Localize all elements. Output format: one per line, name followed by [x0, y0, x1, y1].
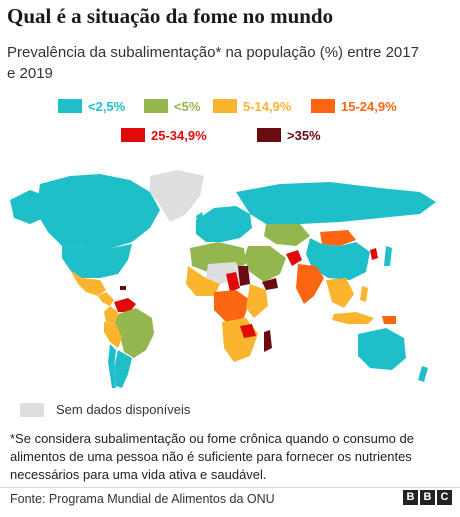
legend-swatch: [58, 99, 82, 113]
bbc-logo: B B C: [403, 490, 452, 505]
legend-item-gt-35: >35%: [257, 127, 321, 143]
region-afghanistan: [286, 250, 302, 266]
region-peru-bolivia: [104, 322, 122, 348]
legend-label: <5%: [174, 98, 201, 114]
region-venezuela: [114, 298, 136, 312]
region-central-america: [98, 292, 114, 306]
region-europe: [196, 206, 252, 242]
region-australia: [358, 328, 406, 370]
region-southeast-asia: [326, 278, 354, 308]
world-map: [10, 170, 436, 388]
region-png: [382, 316, 396, 324]
region-indonesia: [332, 312, 374, 324]
region-central-asia: [264, 224, 310, 246]
no-data-swatch: [20, 402, 44, 417]
region-brazil: [114, 308, 154, 358]
legend-swatch: [144, 99, 168, 113]
region-sudan: [238, 266, 250, 286]
legend-label: <2,5%: [88, 98, 126, 114]
region-east-africa: [246, 284, 268, 318]
bbc-logo-letter: B: [403, 490, 418, 505]
region-usa: [62, 244, 132, 278]
region-argentina: [114, 350, 132, 388]
region-north-korea: [370, 248, 378, 260]
region-haiti: [120, 286, 126, 290]
legend-item-15-24-9: 15-24,9%: [311, 98, 397, 114]
legend-item-25-34-9: 25-34,9%: [121, 127, 207, 143]
bbc-logo-letter: C: [437, 490, 452, 505]
region-chad: [226, 272, 240, 292]
region-china: [306, 238, 370, 280]
legend-label: >35%: [287, 127, 321, 143]
source-divider: [0, 487, 460, 488]
legend-label: 25-34,9%: [151, 127, 207, 143]
region-philippines: [360, 286, 368, 302]
page-subtitle: Prevalência da subalimentação* na popula…: [7, 44, 419, 82]
region-west-africa: [186, 266, 220, 296]
region-middle-east: [244, 246, 286, 282]
region-canada: [36, 174, 160, 248]
region-alaska: [10, 190, 46, 224]
legend-label: 5-14,9%: [243, 98, 292, 114]
region-yemen: [262, 278, 278, 290]
legend-label: 15-24,9%: [341, 98, 397, 114]
legend-item-lt-2-5: <2,5%: [58, 98, 125, 114]
legend-swatch: [257, 128, 281, 142]
region-southern-africa: [222, 318, 258, 362]
legend-item-5-14-9: 5-14,9%: [213, 98, 291, 114]
page-title: Qual é a situação da fome no mundo: [7, 4, 334, 28]
legend-swatch: [121, 128, 145, 142]
no-data-label: Sem dados disponíveis: [56, 402, 191, 417]
region-india: [296, 264, 324, 304]
region-zimbabwe: [240, 324, 256, 338]
region-madagascar: [264, 330, 272, 352]
region-japan: [384, 246, 392, 266]
source-text: Fonte: Programa Mundial de Alimentos da …: [10, 492, 275, 506]
no-data-legend: Sem dados disponíveis: [20, 402, 190, 417]
region-mexico: [70, 270, 106, 296]
legend-swatch: [213, 99, 237, 113]
region-uk: [196, 212, 204, 224]
region-colombia: [104, 306, 118, 324]
bbc-logo-letter: B: [420, 490, 435, 505]
legend-swatch: [311, 99, 335, 113]
region-central-africa: [214, 290, 250, 322]
region-greenland: [150, 170, 204, 222]
region-russia: [236, 182, 436, 224]
region-new-zealand: [418, 366, 428, 382]
legend-item-lt-5: <5%: [144, 98, 200, 114]
region-mongolia: [320, 230, 356, 246]
footnote: *Se considera subalimentação ou fome crô…: [10, 431, 414, 482]
region-chile: [108, 344, 116, 388]
